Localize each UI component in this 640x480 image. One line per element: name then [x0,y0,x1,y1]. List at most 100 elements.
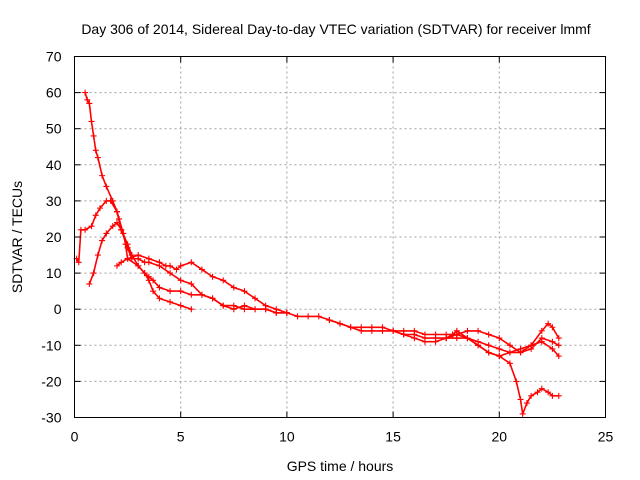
data-point [337,320,343,327]
series-line [392,330,560,415]
data-point [555,335,562,342]
data-point [177,277,184,284]
y-tick-label: -10 [41,337,61,353]
data-point [294,313,301,320]
data-point [135,262,142,269]
y-axis-tick-labels: -30 -20 -10 0 10 20 30 40 50 60 70 [41,49,61,426]
data-point [135,252,142,259]
data-point [464,327,471,334]
data-point [99,237,106,244]
data-point [167,288,174,295]
data-point [315,313,322,320]
data-point [326,317,333,324]
y-tick-label: 30 [46,193,62,209]
data-point [94,252,101,259]
data-point [421,338,428,345]
data-point [198,266,205,273]
series-track-3 [86,219,195,313]
data-point [113,208,120,215]
data-point [506,360,513,367]
data-point [124,255,131,262]
data-point [188,280,195,287]
data-point [283,309,290,316]
data-point [88,223,95,230]
axis-ticks [74,56,606,418]
data-point [145,255,152,262]
data-point [252,295,259,302]
data-point [241,306,248,313]
data-point [141,270,148,277]
data-point [86,280,93,287]
data-point [188,291,195,298]
data-point [241,288,248,295]
series-line [84,91,288,314]
data-point [167,298,174,305]
data-point [538,338,545,345]
data-point [209,273,216,280]
data-point [188,306,195,313]
data-point [453,331,460,338]
data-point [156,295,163,302]
data-point [84,96,91,103]
x-axis-tick-labels: 0 5 10 15 20 25 [71,429,614,445]
data-point [90,270,97,277]
y-tick-label: 0 [54,301,62,317]
data-point [220,277,227,284]
data-point [549,338,556,345]
data-point [549,392,556,399]
data-point [443,335,450,342]
data-point [92,147,99,154]
data-point [485,342,492,349]
data-point [513,378,520,385]
y-tick-label: -20 [41,373,61,389]
data-point [167,270,174,277]
data-point [390,327,397,334]
data-point [177,288,184,295]
data-point [485,349,492,356]
data-point [538,385,545,392]
y-tick-label: 40 [46,157,62,173]
data-point [92,212,99,219]
data-point [90,132,97,139]
data-point [116,215,123,222]
data-point [534,389,541,396]
data-point [118,259,125,266]
data-point [177,262,184,269]
data-point [113,262,120,269]
data-point [464,335,471,342]
chart-title: Day 306 of 2014, Sidereal Day-to-day VTE… [81,21,590,37]
series-track-4 [113,252,290,316]
y-tick-label: 70 [46,49,62,65]
data-point [555,353,562,360]
data-point [167,262,174,269]
data-point [124,241,131,248]
data-point [358,327,365,334]
series-line [88,221,193,310]
data-point [150,288,157,295]
data-point [432,338,439,345]
series-track-8 [443,320,562,356]
x-tick-label: 0 [71,429,79,445]
data-point [113,219,120,226]
data-point [86,100,93,107]
data-point [475,338,482,345]
data-point [156,284,163,291]
x-tick-label: 15 [385,429,401,445]
data-point [517,396,524,403]
x-axis-label: GPS time / hours [287,458,394,474]
y-tick-label: 10 [46,265,62,281]
data-point [94,154,101,161]
data-point [82,89,89,96]
data-point [75,259,82,266]
data-point [347,324,354,331]
data-point [496,345,503,352]
data-point [475,327,482,334]
series-line [116,254,288,314]
data-point [517,349,524,356]
data-point [252,306,259,313]
data-point [528,342,535,349]
data-point [173,266,180,273]
x-tick-label: 10 [279,429,295,445]
data-point [109,197,116,204]
data-point [400,331,407,338]
